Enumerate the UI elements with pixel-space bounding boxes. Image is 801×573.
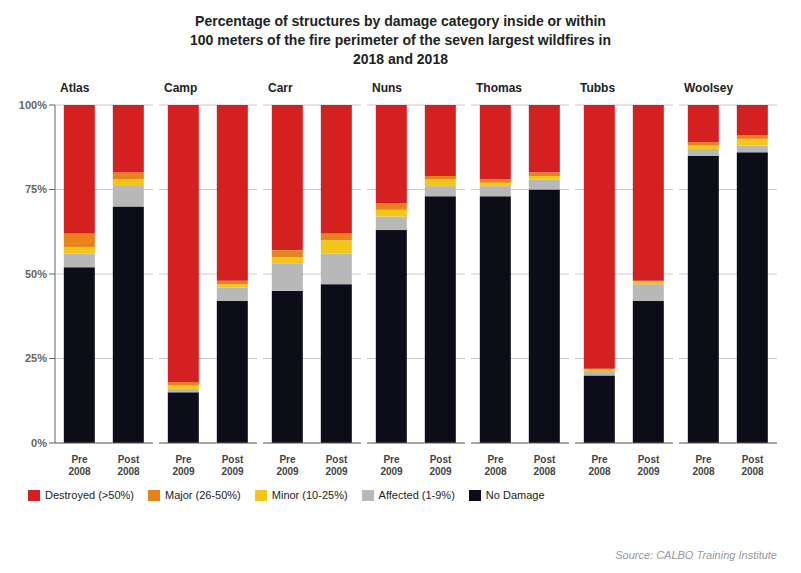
svg-text:Pre2009: Pre2009: [172, 454, 195, 477]
svg-text:Post2009: Post2009: [429, 454, 452, 477]
html-text:Camp: Camp: [164, 81, 198, 95]
svg-text:100%: 100%: [19, 99, 47, 111]
svg-text:Pre2008: Pre2008: [588, 454, 611, 477]
html-text:Woolsey: Woolsey: [684, 81, 734, 95]
svg-text:50%: 50%: [25, 268, 47, 280]
svg-text:Pre2008: Pre2008: [484, 454, 507, 477]
html-text:Source: CALBO Training Institu: Source: CALBO Training Institute: [615, 549, 777, 561]
html-text:Nuns: Nuns: [372, 81, 402, 95]
svg-text:25%: 25%: [25, 352, 47, 364]
svg-text:Post2009: Post2009: [221, 454, 244, 477]
html-text:Tubbs: Tubbs: [580, 81, 616, 95]
svg-text:Pre2009: Pre2009: [276, 454, 299, 477]
html-text:Major (26-50%): Major (26-50%): [165, 489, 241, 501]
svg-text:0%: 0%: [31, 437, 47, 449]
svg-text:Post2009: Post2009: [325, 454, 348, 477]
html-text:Thomas: Thomas: [476, 81, 522, 95]
svg-text:Post2008: Post2008: [741, 454, 764, 477]
html-text:Percentage of structures by da: Percentage of structures by damage categ…: [190, 13, 611, 67]
html-text:Destroyed (>50%): Destroyed (>50%): [45, 489, 134, 501]
svg-text:Post2008: Post2008: [533, 454, 556, 477]
html-text:Minor (10-25%): Minor (10-25%): [271, 489, 348, 501]
html-text:No Damage: No Damage: [485, 489, 545, 501]
svg-text:Pre2008: Pre2008: [692, 454, 715, 477]
html-text:Carr: Carr: [268, 81, 293, 95]
svg-text:75%: 75%: [25, 183, 47, 195]
svg-text:Pre2009: Pre2009: [380, 454, 403, 477]
svg-text:Post2008: Post2008: [117, 454, 140, 477]
html-text:Affected (1-9%): Affected (1-9%): [378, 489, 455, 501]
svg-text:Post2009: Post2009: [637, 454, 660, 477]
svg-text:Pre2008: Pre2008: [68, 454, 91, 477]
html-text:Atlas: Atlas: [60, 81, 90, 95]
